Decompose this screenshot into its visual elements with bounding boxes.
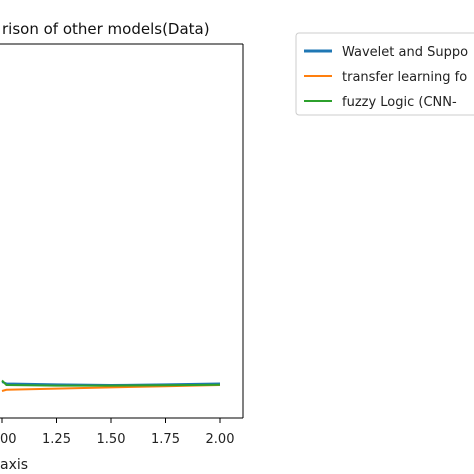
legend: Wavelet and Suppo transfer learning fo fuz… — [295, 32, 474, 116]
series-layer — [1, 379, 221, 392]
x-tick-label: 1.50 — [97, 432, 126, 447]
series-line-3 — [1, 379, 221, 387]
legend-frame — [295, 32, 474, 116]
x-tick-label: 00 — [0, 432, 17, 447]
legend-label-3: fuzzy Logic (CNN- — [342, 95, 457, 110]
legend-items: Wavelet and Suppo transfer learning fo fuz… — [304, 45, 468, 110]
legend-label-1: Wavelet and Suppo — [342, 45, 468, 60]
x-tick-label: 1.25 — [42, 432, 71, 447]
x-tick-label: 2.00 — [206, 432, 235, 447]
chart-title: rison of other models(Data) — [2, 20, 210, 38]
x-axis-label: axis — [0, 457, 28, 473]
legend-label-2: transfer learning fo — [342, 70, 467, 85]
plot-area — [0, 43, 244, 419]
x-axis-ticks: 00 1.25 1.50 1.75 2.00 — [0, 418, 234, 447]
x-tick-label: 1.75 — [151, 432, 180, 447]
